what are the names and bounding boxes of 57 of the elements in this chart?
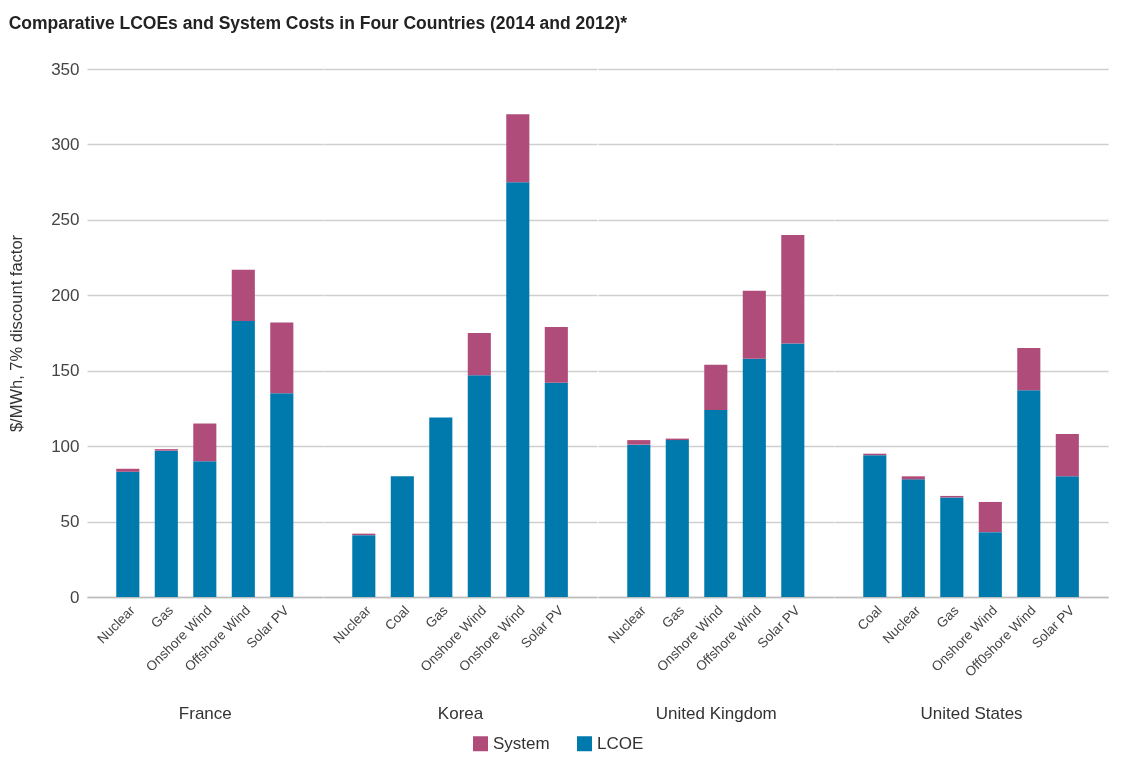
bar <box>1017 348 1041 391</box>
x-axis-title: Korea <box>437 703 484 723</box>
bar <box>154 450 178 597</box>
bar <box>781 234 805 344</box>
y-tick-label: 0 <box>70 587 80 607</box>
y-tick-label: 250 <box>51 210 80 230</box>
bar <box>116 471 140 597</box>
bar <box>193 461 217 597</box>
bar <box>901 476 925 480</box>
bar <box>506 182 530 597</box>
bar <box>665 440 689 597</box>
bar <box>742 358 766 597</box>
y-tick-label: 200 <box>51 285 80 305</box>
bar <box>1017 390 1041 597</box>
bar <box>429 417 453 597</box>
bar <box>1055 476 1079 597</box>
legend-label: System <box>493 733 550 753</box>
bar <box>978 532 1002 597</box>
bar <box>863 455 887 597</box>
x-axis-title: United States <box>920 703 1023 723</box>
bar <box>193 423 217 462</box>
y-tick-label: 150 <box>51 361 80 381</box>
y-axis-title: $/MWh, 7% discount factor <box>7 234 26 433</box>
bar <box>506 114 530 183</box>
bar <box>901 479 925 597</box>
bar <box>270 393 294 597</box>
bar <box>627 440 651 445</box>
y-tick-label: 50 <box>60 512 80 532</box>
x-tick-label: Gas <box>148 602 177 631</box>
bar <box>390 476 414 597</box>
bar <box>544 382 568 597</box>
bar <box>742 290 766 359</box>
y-tick-label: 100 <box>51 436 80 456</box>
bar <box>116 468 140 472</box>
bar <box>231 320 255 597</box>
bar <box>1055 434 1079 477</box>
x-axis-title: France <box>178 703 232 723</box>
bar <box>704 364 728 410</box>
bar <box>940 497 964 597</box>
bar <box>627 444 651 597</box>
bar <box>352 535 376 597</box>
y-tick-label: 350 <box>51 59 80 79</box>
bar <box>544 326 568 383</box>
bar <box>231 269 255 321</box>
bar <box>978 501 1002 533</box>
x-tick-label: Gas <box>422 602 451 631</box>
x-tick-label: Gas <box>933 602 962 631</box>
x-axis-title: United Kingdom <box>655 703 777 723</box>
bar <box>704 409 728 597</box>
bar <box>467 333 491 376</box>
bar <box>781 343 805 597</box>
y-tick-label: 300 <box>51 134 80 154</box>
x-tick-label: Gas <box>659 602 688 631</box>
bar <box>270 322 294 394</box>
chart-title: Comparative LCOEs and System Costs in Four Countries (2014 and 2012)* <box>8 12 628 33</box>
legend-label: LCOE <box>597 733 644 753</box>
bar <box>467 375 491 597</box>
